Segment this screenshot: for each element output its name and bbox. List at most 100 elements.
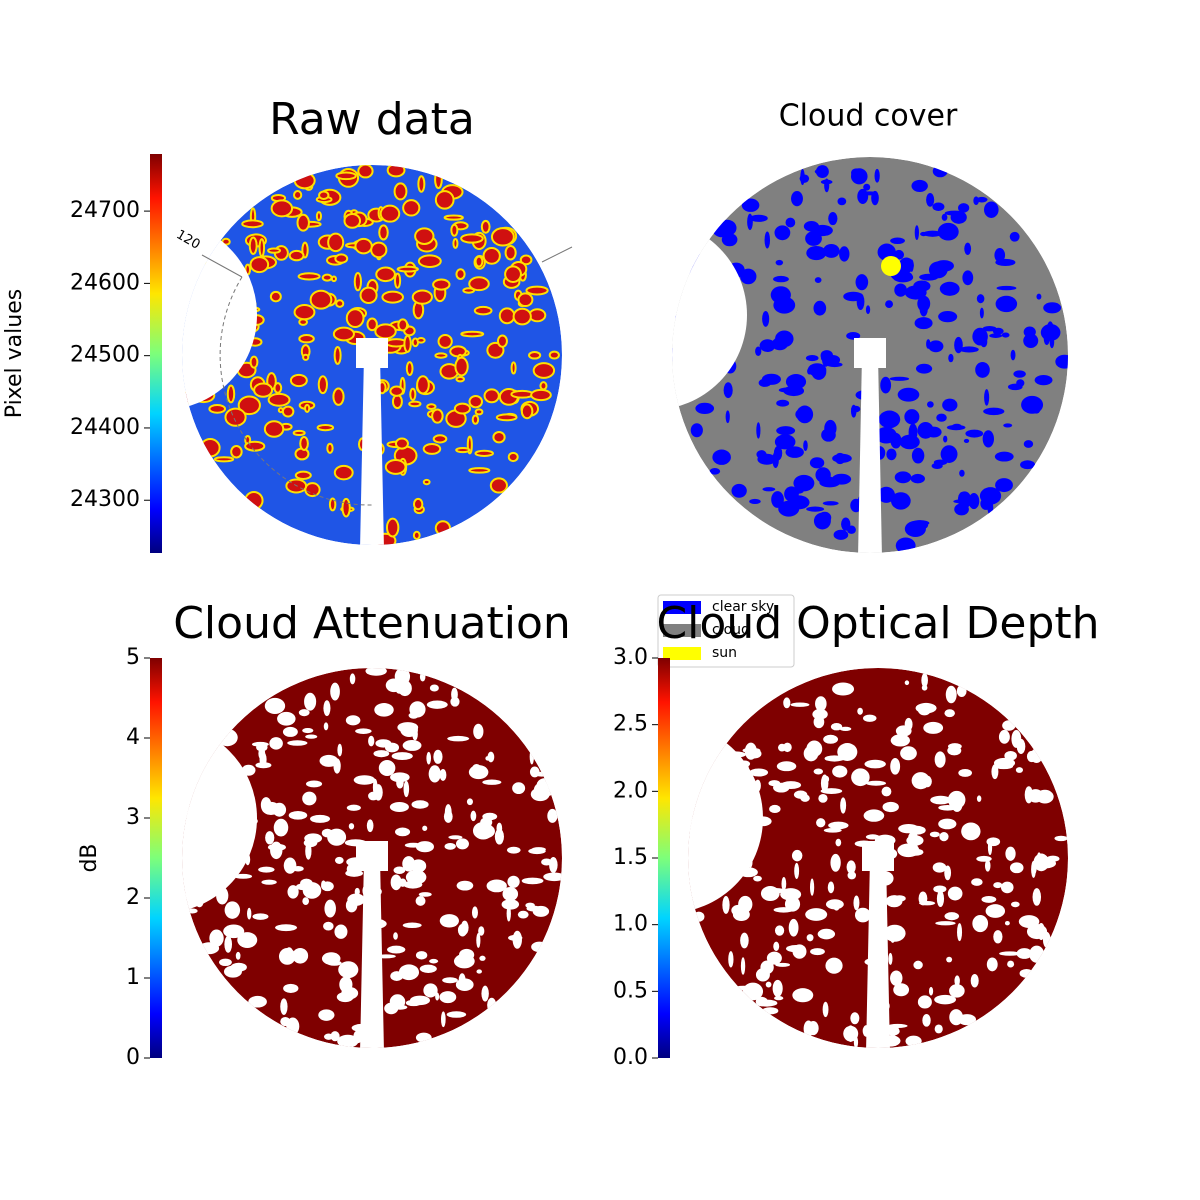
sky-patch (278, 948, 296, 965)
sky-patch (525, 285, 549, 296)
sky-patch (366, 819, 374, 833)
sky-patch (805, 355, 819, 362)
sky-patch (439, 991, 457, 1004)
sky-patch (1043, 302, 1062, 314)
sky-patch (506, 905, 511, 922)
sky-patch (286, 1017, 300, 1036)
sky-patch (526, 905, 541, 912)
sky-patch (474, 408, 484, 416)
sky-patch (894, 283, 907, 297)
sky-patch (460, 233, 484, 244)
sky-patch (722, 896, 730, 914)
sky-patch (855, 274, 869, 291)
sky-patch (792, 988, 814, 1003)
sky-patch (385, 517, 400, 538)
sky-patch (820, 774, 829, 793)
sky-patch (850, 404, 857, 418)
sky-patch (419, 964, 437, 973)
sky-patch (1037, 922, 1045, 941)
colorbar-tick-label: 1.5 (613, 845, 648, 870)
legend-label: sun (712, 645, 737, 661)
sky-patch (895, 537, 916, 553)
sky-patch (996, 285, 1017, 291)
colorbar-tick-label: 4 (126, 725, 140, 750)
sky-patch (335, 299, 345, 308)
sky-patch (417, 254, 442, 268)
sky-patch (453, 953, 475, 969)
sky-patch (814, 168, 824, 175)
sky-patch (402, 740, 422, 751)
sky-patch (942, 398, 958, 412)
sky-patch (468, 394, 484, 409)
colorbar-tick-label: 2.0 (613, 778, 648, 803)
sky-patch (390, 874, 402, 891)
sky-patch (712, 449, 731, 465)
sky-patch (486, 879, 507, 893)
sky-patch (864, 759, 886, 769)
sky-patch (462, 287, 476, 294)
sky-patch (944, 912, 960, 921)
sky-patch (264, 697, 286, 714)
sky-patch (910, 520, 930, 526)
sky-patch (1011, 901, 1020, 908)
sky-patch (773, 907, 794, 913)
sky-patch (454, 356, 469, 377)
sky-patch (357, 165, 374, 179)
sky-patch (824, 419, 837, 437)
sky-patch (695, 402, 715, 414)
sky-patch (326, 442, 334, 454)
horizon-mask (182, 723, 257, 913)
sky-patch (807, 363, 827, 377)
sky-patch (423, 983, 438, 998)
sky-patch (507, 451, 519, 463)
sky-patch (785, 446, 804, 458)
sky-patch (466, 798, 473, 806)
sky-patch (410, 859, 427, 873)
sky-patch (300, 878, 313, 888)
sky-patch (917, 421, 934, 439)
sky-patch (283, 983, 299, 993)
sky-patch (928, 261, 948, 279)
sky-patch (1001, 332, 1010, 338)
sky-patch (223, 965, 242, 978)
sky-patch (374, 323, 397, 340)
sky-patch (375, 266, 396, 283)
sky-patch (775, 330, 794, 348)
sky-patch (875, 426, 897, 444)
sky-patch (456, 880, 474, 891)
sky-patch (709, 467, 721, 475)
sky-patch (910, 473, 925, 484)
sky-patch (943, 435, 948, 443)
sky-patch (780, 888, 802, 901)
sky-patch (755, 968, 770, 982)
sky-patch (956, 685, 967, 698)
sky-patch (392, 1004, 408, 1010)
sky-patch (894, 471, 912, 484)
sky-patch (302, 897, 310, 906)
sky-patch (334, 253, 349, 264)
sky-patch (976, 196, 988, 203)
sky-patch (474, 449, 494, 457)
sky-patch (412, 530, 421, 540)
colorbar (658, 658, 670, 1058)
sky-patch (957, 923, 963, 942)
sky-patch (880, 376, 892, 394)
sky-patch (857, 707, 863, 715)
sky-patch (305, 734, 318, 739)
sky-patch (426, 403, 437, 410)
sky-patch (471, 414, 480, 425)
sky-patch (840, 797, 847, 814)
sky-patch (865, 305, 871, 315)
sky-patch (847, 871, 857, 880)
sky-patch (1016, 948, 1033, 959)
sky-patch (1043, 331, 1050, 345)
sky-patch (287, 885, 299, 899)
sky-patch (778, 387, 797, 393)
panel-title: Raw data (269, 94, 475, 145)
sky-patch (904, 409, 920, 425)
sky-patch (304, 403, 311, 413)
sky-patch (310, 814, 331, 823)
sky-patch (411, 289, 433, 305)
colorbar-tick-label: 5 (126, 645, 140, 670)
sky-patch (199, 942, 220, 955)
